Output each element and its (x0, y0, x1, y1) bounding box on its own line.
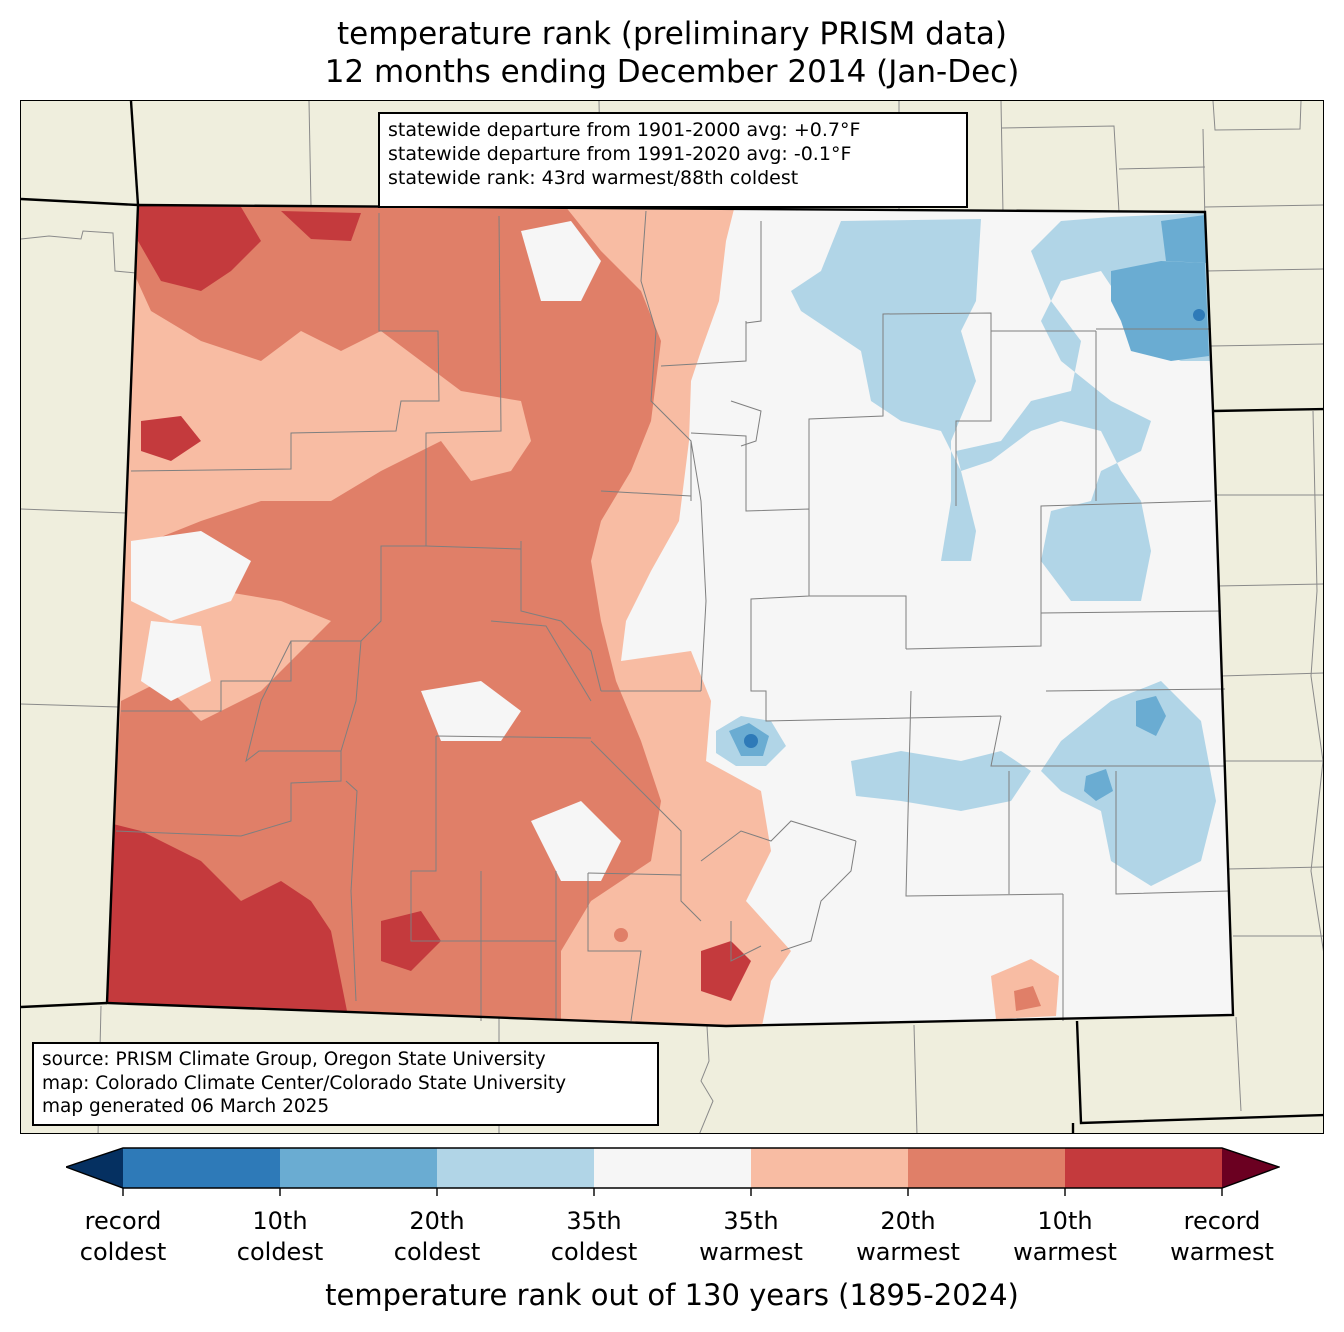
near-normal-pocket (421, 681, 521, 741)
map-title-line-2: 12 months ending December 2014 (Jan-Dec) (324, 54, 1020, 90)
generated-date: map generated 06 March 2025 (42, 1096, 330, 1117)
colorbar-segment-near-normal (594, 1148, 751, 1188)
cold-10th-spot (744, 734, 758, 748)
tick-label-record-coldest: record coldest (43, 1206, 203, 1268)
source-credits-box: source: PRISM Climate Group, Oregon Stat… (32, 1042, 659, 1126)
tick-label-20th-warmest: 20th warmest (828, 1206, 988, 1268)
cold-10th-spot (1193, 309, 1205, 321)
tick-label-line: coldest (393, 1238, 481, 1266)
cold-20th-region-northeast (1111, 261, 1209, 361)
departure-1991-2020: statewide departure from 1991-2020 avg: … (388, 143, 852, 165)
tick-label-line: warmest (1170, 1238, 1274, 1266)
warm-20th-patch-southeast (1014, 986, 1041, 1011)
near-normal-pocket (521, 221, 601, 301)
tick-label-line: coldest (550, 1238, 638, 1266)
colorbar-segment-20th-warmest (908, 1148, 1065, 1188)
tick-label-line: warmest (856, 1238, 960, 1266)
warm-10th-region-north (281, 211, 361, 241)
cold-20th-spot (1084, 769, 1113, 801)
map-title-line-1: temperature rank (preliminary PRISM data… (336, 16, 1007, 52)
near-normal-pocket (141, 621, 211, 701)
colorado-state-border (105, 203, 1235, 1028)
warm-10th-spot (701, 941, 751, 1001)
colorbar-segment-20th-coldest (280, 1148, 437, 1188)
tick-label-line: 35th (566, 1207, 622, 1235)
source-credit: source: PRISM Climate Group, Oregon Stat… (42, 1049, 546, 1070)
tick-label-line: 10th (252, 1207, 308, 1235)
tick-label-10th-coldest: 10th coldest (200, 1206, 360, 1268)
tick-label-line: coldest (236, 1238, 324, 1266)
colorbar-segment-35th-coldest (437, 1148, 594, 1188)
colorado-rank-map (21, 101, 1323, 1133)
tick-label-10th-warmest: 10th warmest (985, 1206, 1145, 1268)
cold-35th-region-southcentral (851, 751, 1031, 811)
warm-10th-spot (141, 416, 201, 461)
statewide-stats-box: statewide departure from 1901-2000 avg: … (378, 112, 968, 208)
colorbar-axis-label: temperature rank out of 130 years (1895-… (325, 1278, 1019, 1312)
colorbar (66, 1147, 1280, 1196)
cold-20th-region-north (1161, 215, 1206, 263)
statewide-rank: statewide rank: 43rd warmest/88th coldes… (388, 167, 799, 189)
tick-label-line: 10th (1037, 1207, 1093, 1235)
near-normal-pocket (531, 801, 621, 881)
colorbar-extend-warmest (1222, 1148, 1279, 1188)
colorbar-extend-coldest (66, 1148, 123, 1188)
tick-label-35th-warmest: 35th warmest (671, 1206, 831, 1268)
tick-label-line: record (84, 1207, 162, 1235)
map-panel (20, 100, 1324, 1134)
map-credit: map: Colorado Climate Center/Colorado St… (42, 1072, 567, 1094)
county-lines (115, 210, 1230, 1022)
rank-field (107, 205, 1233, 1026)
cold-35th-region-east (1041, 681, 1216, 886)
tick-label-record-warmest: record warmest (1142, 1206, 1302, 1268)
colorbar-ticks (122, 1188, 1223, 1196)
tick-label-line: 35th (723, 1207, 779, 1235)
tick-label-line: 20th (409, 1207, 465, 1235)
cold-20th-spot (1136, 696, 1166, 736)
tick-label-20th-coldest: 20th coldest (357, 1206, 517, 1268)
warm-20th-patch (614, 928, 628, 942)
tick-label-line: warmest (1013, 1238, 1117, 1266)
tick-label-35th-coldest: 35th coldest (514, 1206, 674, 1268)
colorbar-segment-10th-coldest (123, 1148, 280, 1188)
tick-label-line: 20th (880, 1207, 936, 1235)
colorbar-segment-35th-warmest (751, 1148, 908, 1188)
warm-10th-region-southwest (107, 821, 351, 1026)
warm-10th-region-northwest (138, 205, 261, 291)
colorbar-segment-10th-warmest (1065, 1148, 1222, 1188)
departure-1901-2000: statewide departure from 1901-2000 avg: … (388, 119, 861, 141)
near-normal-pocket (131, 531, 251, 621)
tick-label-line: record (1183, 1207, 1261, 1235)
tick-label-line: warmest (699, 1238, 803, 1266)
tick-label-line: coldest (79, 1238, 167, 1266)
neighbor-state-borders (21, 101, 1323, 1133)
